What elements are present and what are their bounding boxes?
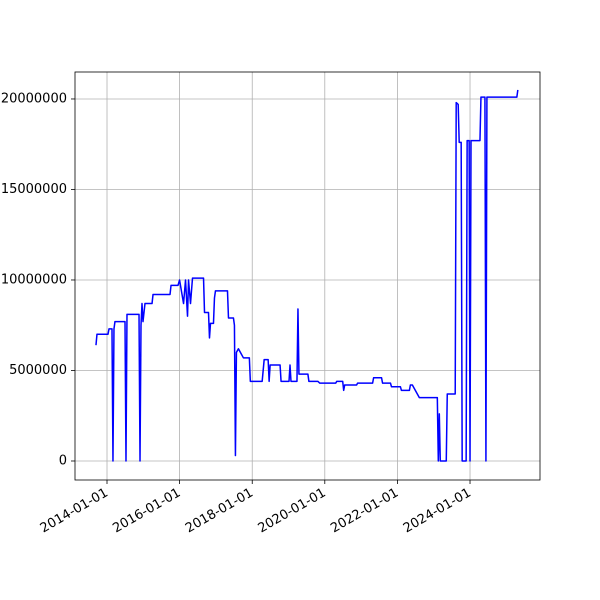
x-tick-label: 2016-01-01 [110,486,183,537]
x-tick-label: 2014-01-01 [38,486,111,537]
y-tick-label: 0 [59,453,67,468]
x-tick-label: 2024-01-01 [401,486,474,537]
y-tick-label: 15000000 [1,182,67,197]
data-line [95,89,519,462]
grid-layer [75,72,540,480]
data-layer [95,89,519,462]
x-tick-label: 2020-01-01 [256,486,329,537]
y-tick-label: 20000000 [1,91,67,106]
x-tick-label: 2018-01-01 [183,486,256,537]
y-tick-label: 10000000 [1,272,67,287]
plot-frame [74,71,541,481]
x-tick-label: 2022-01-01 [328,486,401,537]
y-tick-label: 5000000 [9,363,67,378]
